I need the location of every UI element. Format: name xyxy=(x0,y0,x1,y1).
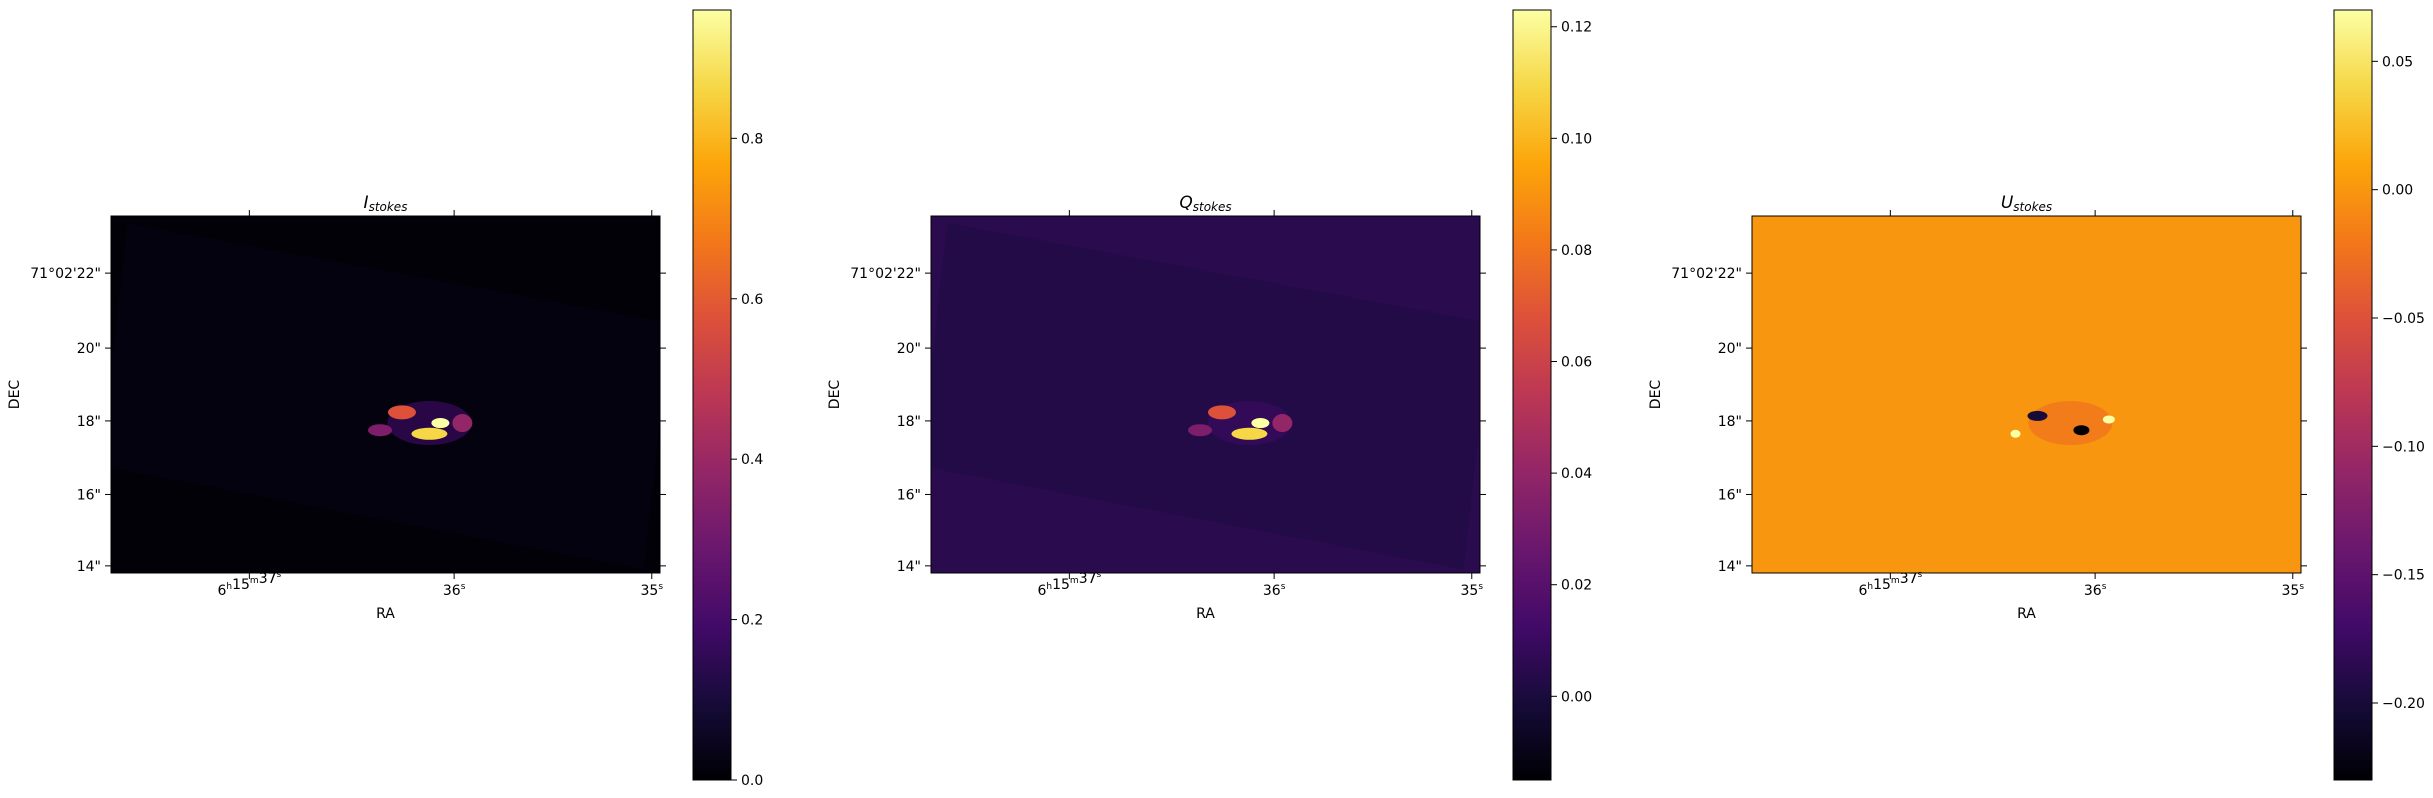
emission-knot xyxy=(1231,427,1268,440)
y-tick-label: 16" xyxy=(1718,487,1742,503)
y-tick-label: 14" xyxy=(1718,559,1742,575)
x-tick-label: 35s xyxy=(2281,582,2304,599)
emission-knot xyxy=(452,414,473,433)
title-subscript: stokes xyxy=(369,200,408,214)
emission-haze xyxy=(2028,401,2113,446)
emission-knot xyxy=(368,424,393,437)
panel-title: Qstokes xyxy=(1179,193,1231,214)
colorbar xyxy=(692,9,732,781)
panel-i-stokes: Istokes RA DEC 6h15m37s 36s 35s 71°02'22" 20… xyxy=(7,9,763,789)
y-tick-label: 16" xyxy=(77,487,101,503)
x-tick-label: 36s xyxy=(2084,582,2107,599)
x-tick-label: 35s xyxy=(1460,582,1483,599)
emission-knot xyxy=(2027,410,2048,421)
title-symbol: U xyxy=(2001,193,2014,213)
y-tick-label: 71°02'22" xyxy=(850,266,921,282)
emission-knot xyxy=(2073,425,2090,436)
y-tick-label: 20" xyxy=(897,341,921,357)
colorbar-tick-label: 0.05 xyxy=(2382,54,2413,70)
title-subscript: stokes xyxy=(1193,200,1232,214)
colorbar-tick-label: 0.02 xyxy=(1561,578,1592,594)
y-tick-label: 18" xyxy=(77,414,101,430)
y-tick-label: 18" xyxy=(897,414,921,430)
colorbar-tick-label: 0.08 xyxy=(1561,243,1592,259)
x-tick-label: 35s xyxy=(640,582,663,599)
emission-knot xyxy=(1251,418,1270,429)
emission-knot xyxy=(1272,414,1293,433)
colorbar-tick-label: 0.12 xyxy=(1561,20,1592,36)
colorbar-tick-label: 0.00 xyxy=(2382,183,2413,199)
y-tick-label: 18" xyxy=(1718,414,1742,430)
colorbar-tick-label: −0.15 xyxy=(2382,568,2425,584)
colorbar-tick-label: 0.4 xyxy=(741,452,763,468)
observed-field xyxy=(931,223,1480,570)
y-tick-label: 14" xyxy=(77,559,101,575)
title-symbol: Q xyxy=(1179,193,1192,213)
colorbar xyxy=(1512,9,1552,781)
colorbar-tick-label: 0.2 xyxy=(741,613,763,629)
axes-frame xyxy=(110,215,661,574)
colorbar-tick-label: −0.05 xyxy=(2382,311,2425,327)
panel-u-stokes: Ustokes RA DEC 6h15m37s 36s 35s 71°02'22" 20… xyxy=(1648,9,2425,781)
y-tick-label: 14" xyxy=(897,559,921,575)
emission-knot xyxy=(431,418,450,429)
x-axis-label: RA xyxy=(2017,606,2036,622)
colorbar-tick-label: 0.04 xyxy=(1561,466,1592,482)
x-tick-label: 36s xyxy=(443,582,466,599)
x-tick-label: 6h15m37s xyxy=(217,570,281,599)
x-tick-label: 36s xyxy=(1263,582,1286,599)
colorbar-tick-label: 0.10 xyxy=(1561,131,1592,147)
y-tick-label: 16" xyxy=(897,487,921,503)
colorbar-tick-label: 0.0 xyxy=(741,773,763,789)
emission-knot xyxy=(1207,405,1236,420)
panel-title: Istokes xyxy=(364,193,408,214)
colorbar-tick-label: 0.8 xyxy=(741,131,763,147)
y-axis-label: DEC xyxy=(7,380,23,410)
colorbar xyxy=(2333,9,2373,781)
colorbar-tick-label: 0.00 xyxy=(1561,689,1592,705)
y-tick-label: 71°02'22" xyxy=(30,266,101,282)
panel-title: Ustokes xyxy=(2001,193,2052,214)
emission-knot xyxy=(2102,415,2115,424)
colorbar-tick-label: 0.6 xyxy=(741,292,763,308)
y-tick-label: 20" xyxy=(1718,341,1742,357)
y-tick-label: 20" xyxy=(77,341,101,357)
x-tick-label: 6h15m37s xyxy=(1037,570,1101,599)
emission-knot xyxy=(2010,429,2021,438)
x-axis-label: RA xyxy=(376,606,395,622)
image-background xyxy=(1752,216,2301,573)
title-symbol: I xyxy=(364,193,369,213)
colorbar-tick-label: −0.20 xyxy=(2382,696,2425,712)
x-axis-label: RA xyxy=(1196,606,1215,622)
emission-knot xyxy=(411,427,448,440)
emission-knot xyxy=(387,405,416,420)
colorbar-tick-label: −0.10 xyxy=(2382,439,2425,455)
y-axis-label: DEC xyxy=(1648,380,1664,410)
title-subscript: stokes xyxy=(2013,200,2052,214)
observed-field xyxy=(111,223,660,570)
axes-frame xyxy=(1751,215,2302,574)
colorbar-tick-label: 0.06 xyxy=(1561,355,1592,371)
y-tick-label: 71°02'22" xyxy=(1671,266,1742,282)
y-axis-label: DEC xyxy=(827,380,843,410)
x-tick-label: 6h15m37s xyxy=(1858,570,1922,599)
axes-frame xyxy=(930,215,1481,574)
emission-knot xyxy=(1188,424,1213,437)
panel-q-stokes: Qstokes RA DEC 6h15m37s 36s 35s 71°02'22" 20… xyxy=(827,9,1592,781)
